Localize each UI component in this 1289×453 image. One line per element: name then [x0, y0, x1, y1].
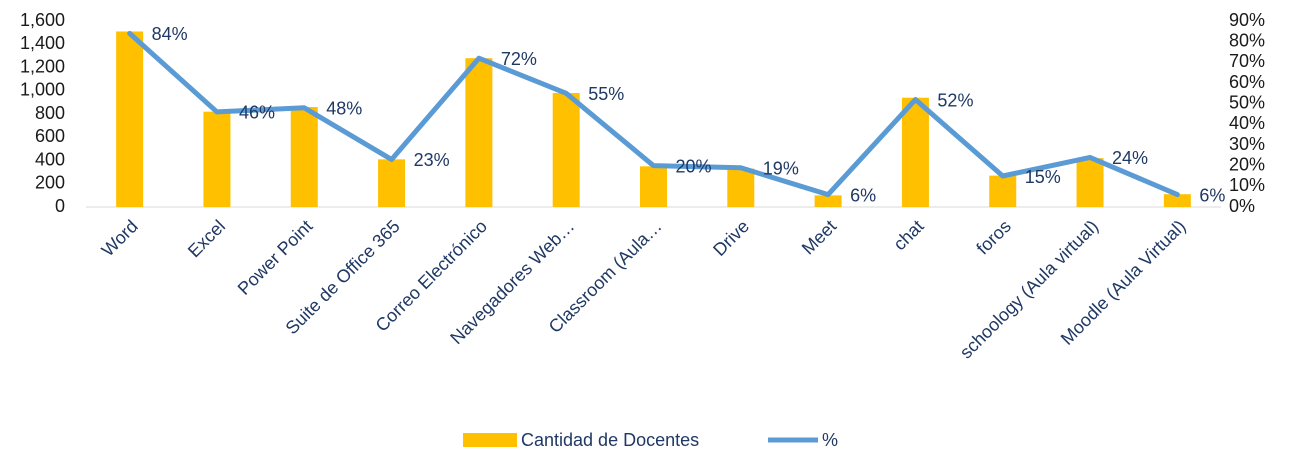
bar	[1163, 194, 1191, 207]
y2-tick-label: 90%	[1229, 10, 1265, 30]
data-label: 23%	[414, 150, 450, 170]
bar	[116, 31, 144, 208]
y-tick-label: 400	[35, 149, 65, 169]
bar	[640, 166, 667, 207]
bar	[901, 97, 929, 207]
bar	[465, 58, 493, 208]
y-tick-label: 1,000	[20, 80, 65, 100]
y2-tick-label: 0%	[1229, 196, 1255, 216]
x-tick-label: chat	[889, 216, 927, 254]
x-tick-label: Meet	[798, 216, 840, 258]
y2-tick-label: 80%	[1229, 30, 1265, 50]
x-tick-label: foros	[972, 216, 1014, 258]
x-tick-label: Excel	[184, 216, 229, 261]
bar	[290, 107, 318, 207]
legend-swatch	[463, 433, 517, 447]
y-tick-label: 1,600	[20, 10, 65, 30]
y-tick-label: 1,400	[20, 33, 65, 53]
x-tick-label: Power Point	[234, 216, 317, 299]
data-label: 48%	[326, 99, 362, 119]
y2-tick-label: 70%	[1229, 51, 1265, 71]
data-label: 24%	[1112, 148, 1148, 168]
data-label: 19%	[763, 158, 799, 178]
bar	[203, 111, 231, 207]
legend-label: %	[822, 430, 838, 450]
y2-tick-label: 10%	[1229, 175, 1265, 195]
bar	[552, 93, 580, 207]
y2-tick-label: 40%	[1229, 113, 1265, 133]
bar	[727, 168, 755, 207]
legend-label: Cantidad de Docentes	[521, 430, 699, 450]
x-tick-label: Drive	[709, 216, 753, 260]
line-series	[127, 30, 1180, 198]
y2-tick-label: 50%	[1229, 92, 1265, 112]
data-label: 6%	[850, 185, 876, 205]
bar	[1076, 158, 1104, 207]
data-label: 20%	[676, 156, 712, 176]
y-tick-label: 600	[35, 126, 65, 146]
y2-tick-label: 20%	[1229, 154, 1265, 174]
data-label: 72%	[501, 49, 537, 69]
data-label: 84%	[152, 24, 188, 44]
data-label: 55%	[588, 84, 624, 104]
y2-tick-label: 30%	[1229, 134, 1265, 154]
y2-tick-label: 60%	[1229, 72, 1265, 92]
bar	[814, 195, 842, 207]
data-label: 6%	[1199, 185, 1225, 205]
y-tick-label: 1,200	[20, 56, 65, 76]
data-label: 15%	[1025, 167, 1061, 187]
bar	[989, 175, 1017, 207]
y-tick-label: 800	[35, 103, 65, 123]
data-label: 46%	[239, 103, 275, 123]
x-tick-label: Word	[98, 216, 142, 260]
y-tick-label: 200	[35, 173, 65, 193]
data-label: 52%	[937, 90, 973, 110]
y-tick-label: 0	[55, 196, 65, 216]
bar	[378, 159, 406, 207]
